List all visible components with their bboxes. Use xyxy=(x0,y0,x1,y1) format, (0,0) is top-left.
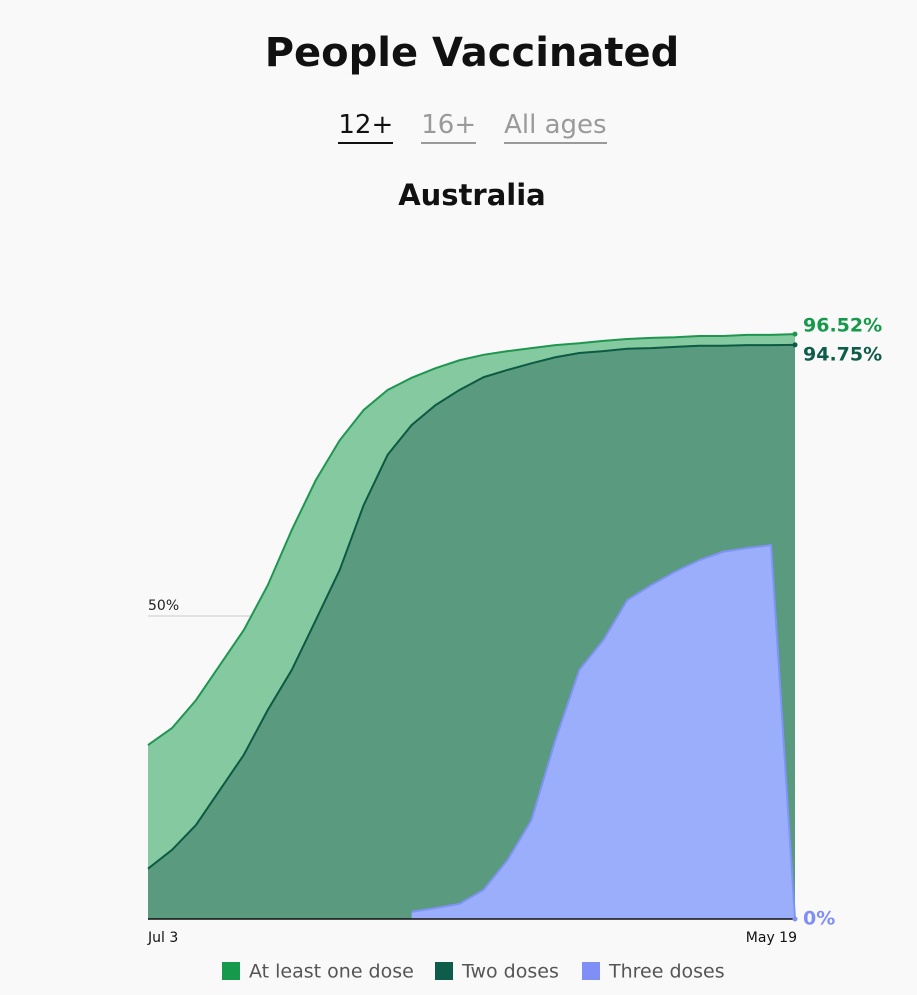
line xyxy=(411,543,796,920)
x-tick-label: Jul 3 xyxy=(147,930,178,946)
age-tab[interactable]: 16+ xyxy=(421,110,477,144)
end-point xyxy=(792,916,798,922)
value-label: 96.52% xyxy=(803,315,882,337)
chart-subtitle: Australia xyxy=(398,178,546,212)
age-tab[interactable]: All ages xyxy=(504,110,607,144)
y-tick-label: 50% xyxy=(148,598,179,614)
line xyxy=(147,333,796,746)
chart-title: People Vaccinated xyxy=(265,30,680,76)
legend-label: Two doses xyxy=(461,961,559,983)
line xyxy=(147,343,796,870)
value-label: 0% xyxy=(803,908,835,930)
end-point xyxy=(792,331,798,337)
x-tick-label: May 19 xyxy=(746,930,797,946)
legend-swatch xyxy=(582,962,600,980)
tab-bar: 12+ 16+ All ages xyxy=(0,110,917,144)
legend-swatch xyxy=(222,962,240,980)
area xyxy=(411,545,795,919)
age-tab[interactable]: 12+ xyxy=(338,110,394,144)
end-point xyxy=(792,342,798,348)
legend-label: At least one dose xyxy=(249,961,414,983)
value-label: 94.75% xyxy=(803,343,882,365)
legend-label: Three doses xyxy=(608,961,725,983)
legend-swatch xyxy=(435,962,453,980)
